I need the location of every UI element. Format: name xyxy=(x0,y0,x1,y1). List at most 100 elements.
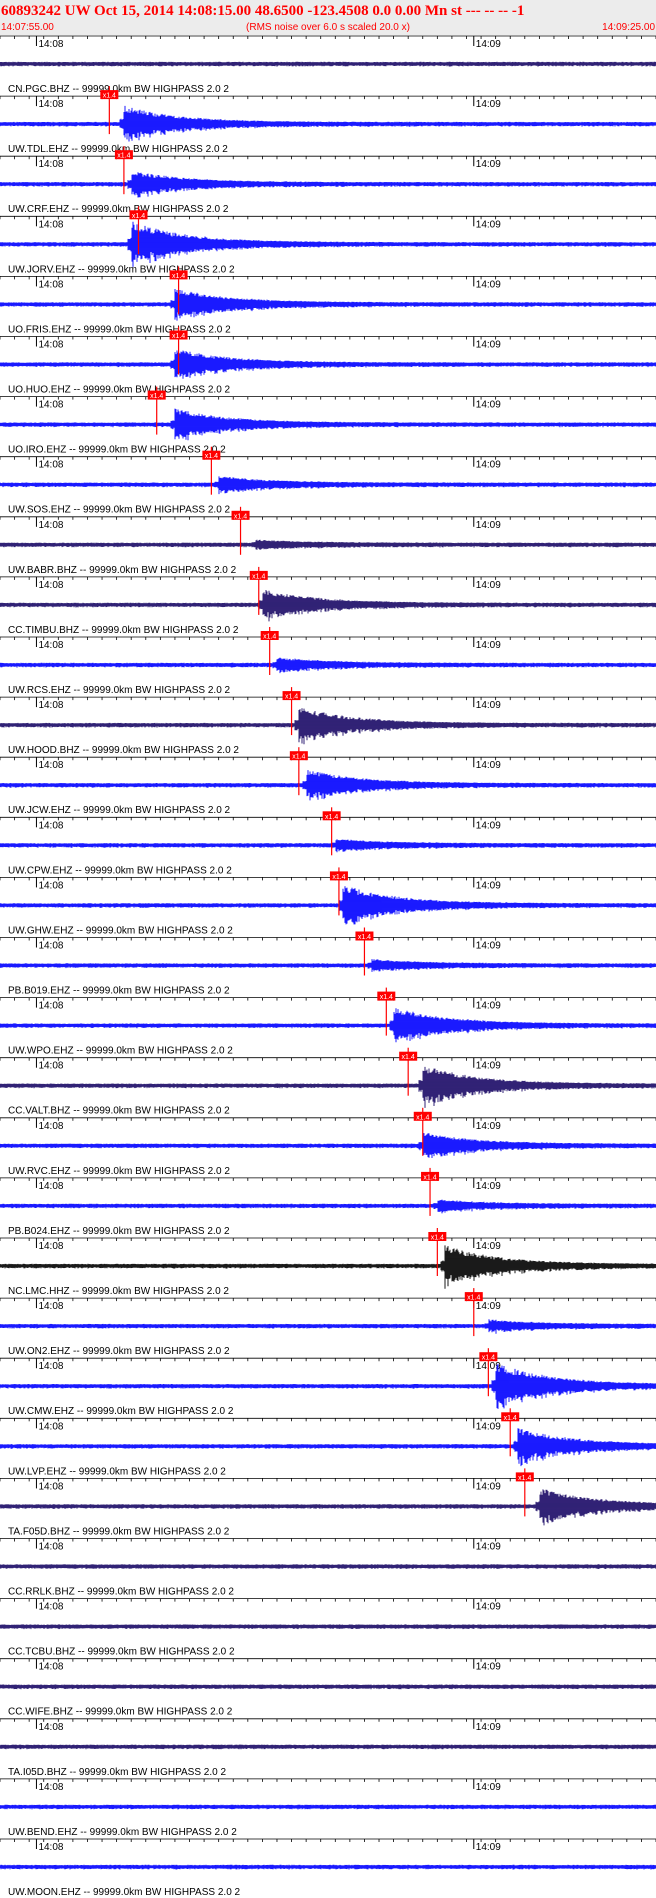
trace-panel: 14:08 14:09 UW.MOON.EHZ -- 99999.0km BW HI… xyxy=(0,1838,656,1898)
minute-tick-label: 14:08 xyxy=(38,640,63,651)
pick-flag xyxy=(169,270,188,280)
minute-tick-label: 14:08 xyxy=(38,219,63,230)
pick-label: x1.4 xyxy=(252,573,265,580)
trace-panel: 14:08 14:09 x1.4 UO.HUO.EHZ -- 99999.0km BW… xyxy=(0,326,656,396)
minute-tick-label: 14:09 xyxy=(476,219,501,230)
pick-flag xyxy=(464,1292,483,1302)
minute-tick-label: 14:08 xyxy=(38,580,63,591)
trace-panel: 14:08 14:09 x1.4 UW.JORV.EHZ -- 99999.0km B… xyxy=(0,206,656,275)
waveform-trace xyxy=(0,657,656,674)
pick-label: x1.4 xyxy=(518,1475,531,1482)
waveform-trace xyxy=(0,105,656,142)
pick-label: x1.4 xyxy=(325,814,338,821)
channel-label: UW.BEND.EHZ -- 99999.0km BW HIGHPASS 2.0… xyxy=(8,1827,237,1838)
minute-tick-label: 14:08 xyxy=(38,1301,63,1312)
waveform-trace xyxy=(0,1133,656,1158)
channel-label: UW.RCS.EHZ -- 99999.0km BW HIGHPASS 2.0 … xyxy=(8,685,231,696)
trace-panel: 14:08 14:09 x1.4 UW.GHW.EHZ -- 99999.0km BW… xyxy=(0,867,656,936)
minute-tick-label: 14:08 xyxy=(38,760,63,771)
minute-tick-label: 14:09 xyxy=(476,760,501,771)
pick-flag xyxy=(413,1111,432,1121)
minute-tick-label: 14:08 xyxy=(38,1241,63,1252)
minute-tick-label: 14:08 xyxy=(38,700,63,711)
pick-flag xyxy=(231,510,250,520)
channel-label: TA.F05D.BHZ -- 99999.0km BW HIGHPASS 2.0… xyxy=(8,1526,230,1537)
channel-label: UW.CMW.EHZ -- 99999.0km BW HIGHPASS 2.0 … xyxy=(8,1406,234,1417)
channel-label: UW.WPO.EHZ -- 99999.0km BW HIGHPASS 2.0 … xyxy=(8,1046,233,1057)
pick-label: x1.4 xyxy=(263,634,276,641)
minute-tick-label: 14:09 xyxy=(476,1662,501,1673)
channel-label: CC.TCBU.BHZ -- 99999.0km BW HIGHPASS 2.0… xyxy=(8,1647,235,1658)
channel-label: UW.CRF.EHZ -- 99999.0km BW HIGHPASS 2.0 … xyxy=(8,204,229,215)
minute-tick-label: 14:08 xyxy=(38,99,63,110)
pick-flag xyxy=(202,450,221,460)
channel-label: UW.LVP.EHZ -- 99999.0km BW HIGHPASS 2.0 … xyxy=(8,1466,226,1477)
waveform-trace xyxy=(0,221,656,267)
minute-tick-label: 14:08 xyxy=(38,1662,63,1673)
minute-tick-label: 14:09 xyxy=(476,1301,501,1312)
pick-label: x1.4 xyxy=(285,694,298,701)
minute-tick-label: 14:08 xyxy=(38,1542,63,1553)
pick-flag xyxy=(289,751,308,761)
trace-panel: 14:08 14:09 x1.4 UW.RVC.EHZ -- 99999.0km BW… xyxy=(0,1107,656,1177)
trace-panel: 14:08 14:09 x1.4 UW.CPW.EHZ -- 99999.0km BW… xyxy=(0,807,656,876)
minute-tick-label: 14:09 xyxy=(476,520,501,531)
trace-panel: 14:08 14:09 CC.RRLK.BHZ -- 99999.0km BW HI… xyxy=(0,1538,656,1598)
minute-tick-label: 14:08 xyxy=(38,820,63,831)
channel-label: UO.IRO.EHZ -- 99999.0km BW HIGHPASS 2.0 … xyxy=(8,445,226,456)
waveform-trace xyxy=(0,1684,656,1690)
channel-label: UW.JORV.EHZ -- 99999.0km BW HIGHPASS 2.0… xyxy=(8,264,235,275)
trace-panel: 14:08 14:09 TA.I05D.BHZ -- 99999.0km BW HI… xyxy=(0,1718,656,1778)
channel-label: UW.MOON.EHZ -- 99999.0km BW HIGHPASS 2.0… xyxy=(8,1887,241,1898)
trace-panel: 14:08 14:09 x1.4 UW.CRF.EHZ -- 99999.0km BW… xyxy=(0,146,656,215)
pick-flag xyxy=(479,1352,498,1362)
trace-panel: 14:08 14:09 CC.WIFE.BHZ -- 99999.0km BW HI… xyxy=(0,1658,656,1718)
channel-label: UW.ON2.EHZ -- 99999.0km BW HIGHPASS 2.0 … xyxy=(8,1346,230,1357)
minute-tick-label: 14:08 xyxy=(38,1782,63,1793)
minute-tick-label: 14:09 xyxy=(476,1842,501,1853)
waveform-trace xyxy=(0,1864,656,1870)
minute-tick-label: 14:08 xyxy=(38,400,63,411)
waveform-trace xyxy=(0,1564,656,1570)
trace-panel: 14:08 14:09 x1.4 PB.B024.EHZ -- 99999.0km B… xyxy=(0,1167,656,1237)
trace-panels: 14:08 14:09 CN.PGC.BHZ -- 99999.0km BW HIG… xyxy=(0,35,656,1898)
minute-tick-label: 14:08 xyxy=(38,1121,63,1132)
channel-label: TA.I05D.BHZ -- 99999.0km BW HIGHPASS 2.0… xyxy=(8,1767,226,1778)
pick-label: x1.4 xyxy=(103,93,116,100)
channel-label: UW.SOS.EHZ -- 99999.0km BW HIGHPASS 2.0 … xyxy=(8,505,231,516)
end-time-label: 14:09:25.00 xyxy=(602,22,655,33)
channel-label: PB.B019.EHZ -- 99999.0km BW HIGHPASS 2.0… xyxy=(8,986,230,997)
minute-tick-label: 14:08 xyxy=(38,460,63,471)
minute-tick-label: 14:09 xyxy=(476,820,501,831)
pick-label: x1.4 xyxy=(172,273,185,280)
trace-panel: 14:08 14:09 x1.4 NC.LMC.HHZ -- 99999.0km BW… xyxy=(0,1228,656,1297)
trace-panel: 14:08 14:09 x1.4 CC.TIMBU.BHZ -- 99999.0km … xyxy=(0,566,656,636)
trace-panel: 14:08 14:09 x1.4 UW.HOOD.BHZ -- 99999.0km B… xyxy=(0,687,656,756)
waveform-trace xyxy=(0,476,656,495)
channel-label: UO.HUO.EHZ -- 99999.0km BW HIGHPASS 2.0 … xyxy=(8,385,231,396)
channel-label: CN.PGC.BHZ -- 99999.0km BW HIGHPASS 2.0 … xyxy=(8,84,229,95)
pick-label: x1.4 xyxy=(423,1174,436,1181)
pick-flag xyxy=(428,1232,447,1241)
channel-label: CC.WIFE.BHZ -- 99999.0km BW HIGHPASS 2.0… xyxy=(8,1707,233,1718)
waveform-trace xyxy=(0,289,656,321)
minute-tick-label: 14:09 xyxy=(476,880,501,891)
pick-flag xyxy=(249,570,268,580)
pick-flag xyxy=(421,1171,440,1181)
pick-label: x1.4 xyxy=(467,1295,480,1302)
trace-panel: 14:08 14:09 x1.4 UW.BABR.BHZ -- 99999.0km B… xyxy=(0,506,656,576)
pick-flag xyxy=(322,811,341,821)
pick-label: x1.4 xyxy=(132,213,145,220)
pick-flag xyxy=(377,991,396,1001)
pick-label: x1.4 xyxy=(402,1054,415,1061)
channel-label: UW.TDL.EHZ -- 99999.0km BW HIGHPASS 2.0 … xyxy=(8,144,228,155)
channel-label: UW.BABR.BHZ -- 99999.0km BW HIGHPASS 2.0… xyxy=(8,565,237,576)
minute-tick-label: 14:08 xyxy=(38,520,63,531)
pick-label: x1.4 xyxy=(292,754,305,761)
minute-tick-label: 14:09 xyxy=(476,941,501,952)
waveform-trace xyxy=(0,172,656,198)
